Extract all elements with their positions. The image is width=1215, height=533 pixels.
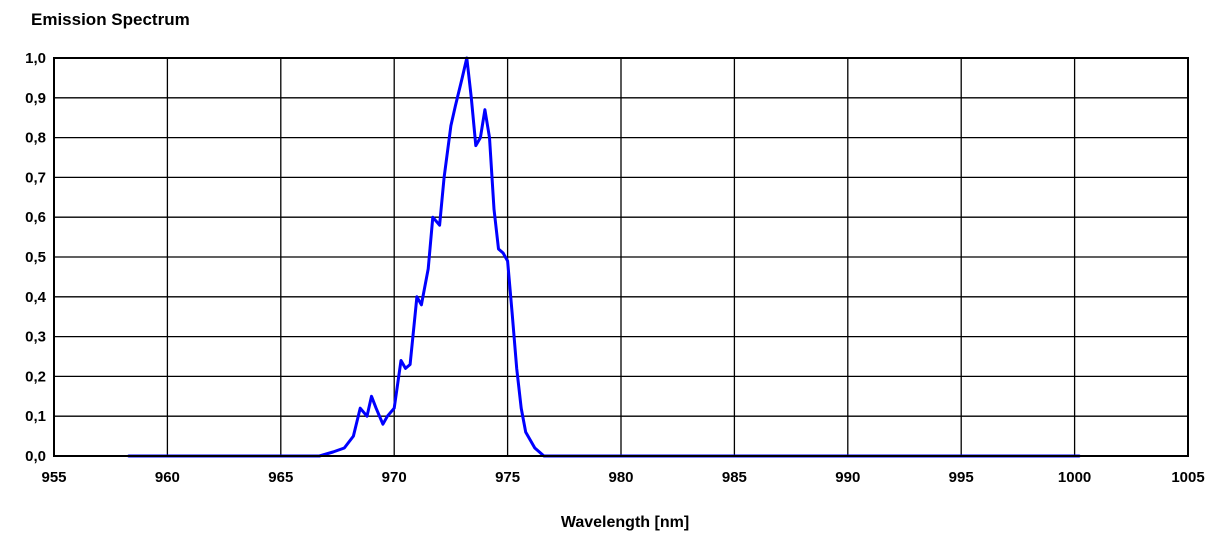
plot-frame <box>53 57 1189 457</box>
chart-title: Emission Spectrum <box>31 10 190 29</box>
y-tick-labels: 0,0 0,1 0,2 0,3 0,4 0,5 0,6 0,7 0,8 0,9 1,0 <box>25 50 47 465</box>
y-tick-label: 0,7 <box>25 169 46 186</box>
y-tick-label: 1,0 <box>25 50 46 67</box>
x-axis-title: Wavelength [nm] <box>561 514 689 531</box>
plot-border <box>53 57 1189 457</box>
x-tick-label: 965 <box>268 469 293 486</box>
x-tick-label: 985 <box>722 469 747 486</box>
y-tick-label: 0,6 <box>25 209 46 226</box>
series-layer <box>127 56 1081 458</box>
y-tick-label: 0,2 <box>25 368 46 385</box>
x-tick-label: 960 <box>155 469 180 486</box>
y-tick-label: 0,9 <box>25 90 46 107</box>
y-tick-label: 0,3 <box>25 329 46 346</box>
series-line <box>127 56 1081 458</box>
grid <box>53 57 1189 457</box>
x-tick-labels: 955 960 965 970 975 980 985 990 995 1000 1005 <box>41 469 1204 486</box>
y-tick-label: 0,5 <box>25 249 46 266</box>
y-tick-label: 0,8 <box>25 130 46 147</box>
y-tick-label: 0,4 <box>25 289 47 306</box>
x-tick-label: 980 <box>608 469 633 486</box>
x-tick-label: 975 <box>495 469 520 486</box>
x-tick-label: 995 <box>949 469 974 486</box>
x-tick-label: 955 <box>41 469 66 486</box>
x-tick-label: 1000 <box>1058 469 1091 486</box>
x-tick-label: 1005 <box>1171 469 1204 486</box>
y-tick-label: 0,0 <box>25 448 46 465</box>
x-tick-label: 970 <box>382 469 407 486</box>
x-tick-label: 990 <box>835 469 860 486</box>
y-tick-label: 0,1 <box>25 408 46 425</box>
